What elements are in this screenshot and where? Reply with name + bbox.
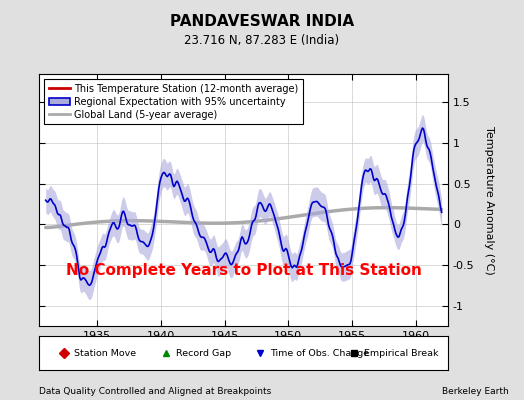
Text: Station Move: Station Move [74,348,136,358]
Text: Data Quality Controlled and Aligned at Breakpoints: Data Quality Controlled and Aligned at B… [39,387,271,396]
Text: Record Gap: Record Gap [176,348,232,358]
Text: Time of Obs. Change: Time of Obs. Change [270,348,369,358]
Legend: This Temperature Station (12-month average), Regional Expectation with 95% uncer: This Temperature Station (12-month avera… [44,79,303,124]
Text: Empirical Break: Empirical Break [364,348,439,358]
Text: No Complete Years to Plot at This Station: No Complete Years to Plot at This Statio… [66,263,422,278]
Text: 23.716 N, 87.283 E (India): 23.716 N, 87.283 E (India) [184,34,340,47]
Text: Berkeley Earth: Berkeley Earth [442,387,508,396]
Y-axis label: Temperature Anomaly (°C): Temperature Anomaly (°C) [484,126,494,274]
Text: PANDAVESWAR INDIA: PANDAVESWAR INDIA [170,14,354,29]
